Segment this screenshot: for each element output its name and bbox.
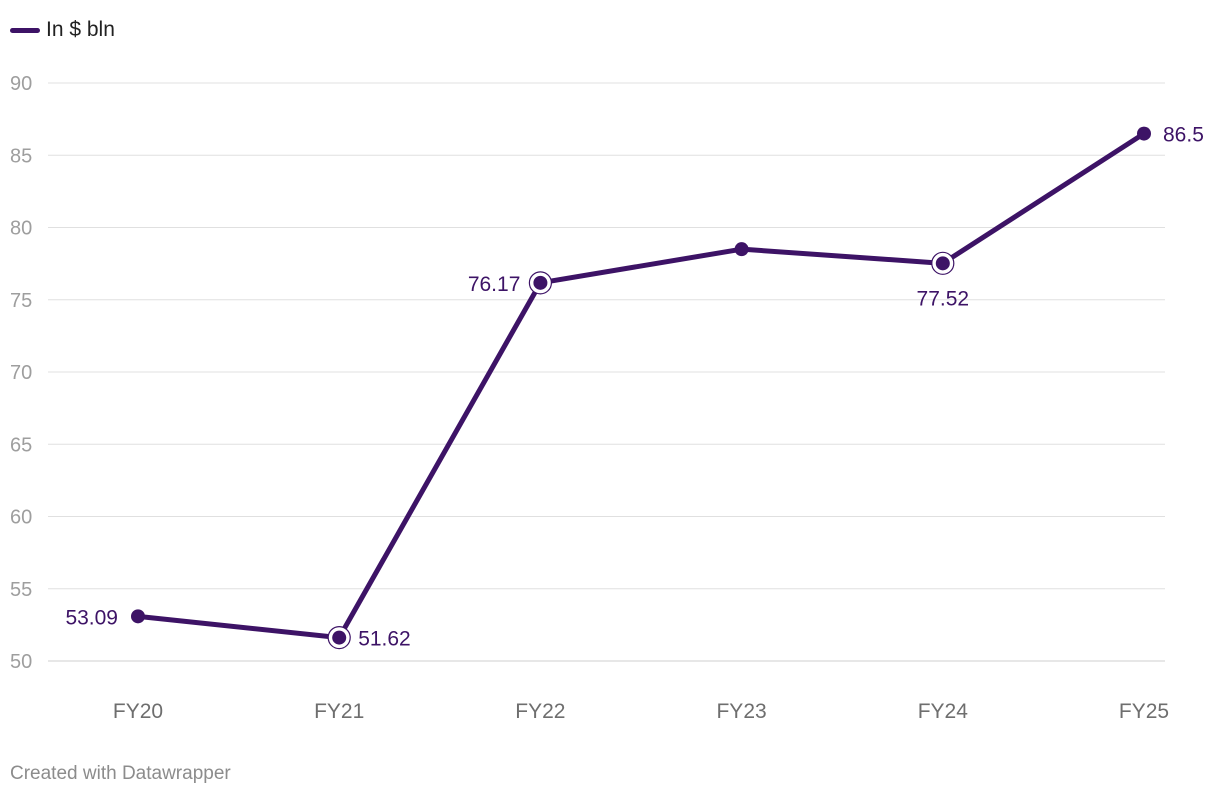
x-tick-label-fy22: FY22 bbox=[515, 700, 565, 723]
x-tick-label-fy21: FY21 bbox=[314, 700, 364, 723]
data-label-fy20: 53.09 bbox=[65, 606, 118, 629]
chart-legend: In $ bln bbox=[10, 16, 115, 44]
data-label-fy22: 76.17 bbox=[468, 273, 521, 296]
x-tick-label-fy25: FY25 bbox=[1119, 700, 1169, 723]
series-line bbox=[135, 131, 1147, 641]
data-point-fy21 bbox=[332, 630, 347, 645]
y-tick-label-75: 75 bbox=[10, 290, 32, 312]
y-tick-label-85: 85 bbox=[10, 145, 32, 167]
y-tick-label-50: 50 bbox=[10, 651, 32, 673]
x-tick-label-fy24: FY24 bbox=[918, 700, 969, 723]
y-tick-label-65: 65 bbox=[10, 434, 32, 456]
data-label-fy25: 86.5 bbox=[1163, 124, 1204, 147]
data-point-fy22 bbox=[533, 275, 548, 290]
x-tick-label-fy20: FY20 bbox=[113, 700, 163, 723]
data-point-fy25 bbox=[1137, 126, 1151, 141]
data-point-fy24 bbox=[935, 256, 950, 271]
data-point-fy23 bbox=[734, 242, 749, 257]
x-tick-label-fy23: FY23 bbox=[716, 700, 766, 723]
data-label-fy24: 77.52 bbox=[917, 287, 970, 310]
data-label-fy21: 51.62 bbox=[358, 628, 411, 651]
y-tick-label-55: 55 bbox=[10, 579, 32, 601]
footer-credit: Created with Datawrapper bbox=[10, 763, 231, 784]
y-tick-label-80: 80 bbox=[10, 218, 32, 240]
y-tick-label-60: 60 bbox=[10, 507, 32, 529]
legend-label: In $ bln bbox=[46, 18, 115, 41]
y-tick-label-90: 90 bbox=[10, 73, 32, 95]
data-point-fy20 bbox=[131, 609, 145, 624]
y-tick-label-70: 70 bbox=[10, 362, 32, 384]
legend-swatch bbox=[10, 27, 40, 33]
